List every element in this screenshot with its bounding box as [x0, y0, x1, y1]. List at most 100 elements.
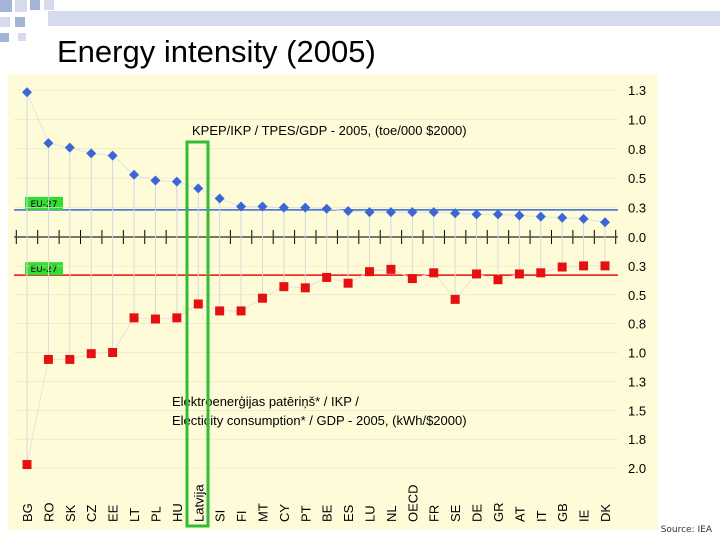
category-label-pl: PL — [148, 506, 163, 522]
category-label-pt: PT — [298, 505, 313, 522]
category-label-mt: MT — [255, 503, 270, 522]
electricity-gdp-point-si — [215, 306, 225, 316]
upper-axis-tick-label: 1.3 — [628, 83, 646, 98]
electricity-gdp-point-hu — [172, 313, 182, 323]
category-label-it: IT — [534, 510, 549, 522]
tpes-gdp-point-ie — [578, 213, 589, 224]
tpes-gdp-point-cy — [278, 202, 289, 213]
source-note: Source: IEA — [660, 525, 712, 535]
tpes-gdp-point-it — [535, 211, 546, 222]
electricity-gdp-point-gb — [557, 262, 567, 272]
lower-axis-tick-label: 0.3 — [628, 259, 646, 274]
tpes-gdp-point-cz — [86, 148, 97, 159]
plot-background — [8, 74, 658, 530]
series-trend-line — [26, 92, 606, 223]
latvija-highlight-box — [185, 140, 210, 528]
electricity-gdp-point-de — [472, 269, 482, 279]
category-label-ee: EE — [106, 504, 121, 522]
electricity-gdp-point-es — [343, 278, 353, 288]
electricity-gdp-point-be — [322, 272, 332, 282]
tpes-gdp-point-pl — [150, 175, 161, 186]
electricity-gdp-point-at — [514, 269, 524, 279]
decorative-square — [0, 17, 10, 27]
electricity-gdp-point-ro — [43, 354, 53, 364]
tpes-gdp-point-hu — [171, 176, 182, 187]
category-label-latvija: Latvija — [191, 484, 206, 522]
category-label-sk: SK — [63, 504, 78, 522]
category-label-nl: NL — [384, 505, 399, 522]
category-label-ie: IE — [577, 509, 592, 522]
category-label-lu: LU — [363, 505, 378, 522]
series-label-tpes-gdp: KPEP/IKP / TPES/GDP - 2005, (toe/000 $20… — [192, 123, 467, 138]
electricity-gdp-point-pl — [150, 314, 160, 324]
upper-axis-tick-label: 0.3 — [628, 201, 646, 216]
series-label-electricity-line-2: Electicity consumption* / GDP - 2005, (k… — [172, 413, 467, 428]
category-label-gb: GB — [555, 503, 570, 522]
electricity-gdp-point-ee — [108, 348, 118, 357]
category-label-cz: CZ — [84, 505, 99, 522]
tpes-gdp-point-gb — [557, 212, 568, 223]
category-label-de: DE — [470, 504, 485, 522]
tpes-gdp-point-es — [343, 205, 354, 216]
eu27-label: EU-27 — [31, 265, 58, 275]
electricity-gdp-point-nl — [386, 264, 396, 274]
tpes-gdp-point-ee — [107, 150, 118, 161]
tpes-gdp-point-gr — [492, 209, 503, 220]
eu27-label: EU-27 — [31, 200, 58, 210]
tpes-gdp-point-de — [471, 209, 482, 220]
tpes-gdp-point-ro — [43, 138, 54, 149]
electricity-gdp-point-latvija — [193, 299, 203, 309]
upper-axis-tick-label: 1.0 — [628, 112, 646, 127]
tpes-gdp-point-sk — [64, 142, 75, 153]
category-label-se: SE — [448, 504, 463, 522]
series-trend-line — [26, 265, 605, 465]
upper-axis-tick-label: 0.8 — [628, 142, 646, 157]
electricity-gdp-point-mt — [257, 293, 267, 303]
electricity-gdp-point-it — [536, 268, 546, 278]
upper-axis-tick-label: 0.0 — [628, 230, 646, 245]
electricity-gdp-point-cy — [279, 282, 289, 292]
electricity-gdp-point-pt — [300, 283, 310, 293]
lower-axis-tick-label: 2.0 — [628, 461, 646, 476]
tpes-gdp-point-mt — [257, 201, 268, 212]
lower-axis-tick-label: 0.8 — [628, 317, 646, 332]
lower-axis-tick-label: 1.0 — [628, 346, 646, 361]
tpes-gdp-point-nl — [385, 207, 396, 218]
tpes-gdp-point-bg — [22, 87, 32, 98]
eu27-label-box — [25, 196, 63, 210]
electricity-gdp-point-lt — [129, 313, 139, 323]
electricity-gdp-point-lu — [365, 267, 375, 277]
decorative-square — [18, 33, 26, 41]
tpes-gdp-point-at — [514, 210, 525, 221]
category-label-fr: FR — [427, 505, 442, 522]
category-label-bg: BG — [20, 503, 35, 522]
lower-axis-tick-label: 1.8 — [628, 432, 646, 447]
electricity-gdp-point-gr — [493, 275, 503, 285]
category-label-lt: LT — [127, 508, 142, 522]
category-label-at: AT — [512, 506, 527, 522]
lower-axis-tick-label: 0.5 — [628, 288, 646, 303]
decorative-square — [0, 0, 12, 12]
tpes-gdp-point-fi — [236, 201, 247, 212]
electricity-gdp-point-fi — [236, 306, 246, 316]
tpes-gdp-point-se — [450, 208, 461, 219]
electricity-gdp-point-bg — [22, 460, 32, 470]
electricity-gdp-point-fr — [429, 268, 439, 278]
category-label-oecd: OECD — [405, 484, 420, 522]
electricity-gdp-point-ie — [579, 261, 589, 271]
category-label-ro: RO — [41, 503, 56, 523]
decorative-bar — [48, 11, 720, 26]
category-label-hu: HU — [170, 503, 185, 522]
upper-axis-tick-label: 0.5 — [628, 171, 646, 186]
tpes-gdp-point-pt — [300, 202, 311, 213]
category-label-es: ES — [341, 504, 356, 522]
series-label-electricity-line-1: Elektroenerģijas patēriņš* / IKP / — [172, 394, 359, 409]
energy-intensity-chart: EU-27 EU-27 1.3 1.0 0.8 0.5 0.3 0.0 0.3 0.5 0.8… — [8, 74, 658, 530]
lower-axis-tick-label: 1.3 — [628, 374, 646, 389]
category-label-gr: GR — [491, 503, 506, 523]
category-label-cy: CY — [277, 504, 292, 522]
decorative-square — [15, 17, 25, 27]
tpes-gdp-point-lt — [129, 169, 140, 180]
eu27-label-box — [25, 262, 63, 276]
tpes-gdp-point-si — [214, 193, 225, 204]
